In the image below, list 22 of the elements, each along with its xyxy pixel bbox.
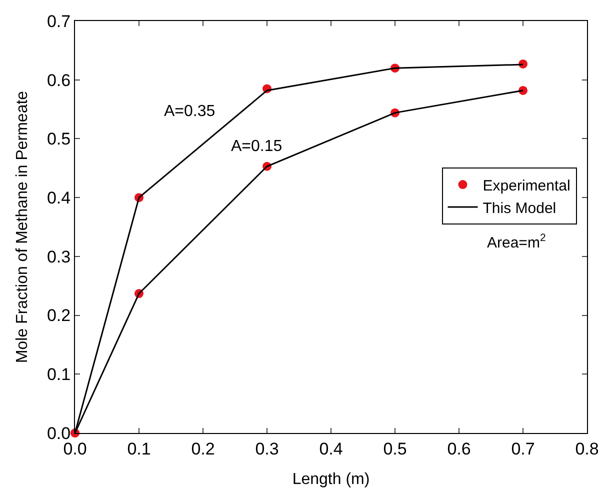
annotation: Area=m$^{2}$ <box>487 232 546 252</box>
y-tick-label: 0.7 <box>46 12 71 31</box>
annotation: A=0.35 <box>164 103 216 120</box>
y-tick-label: 0.5 <box>46 130 71 149</box>
x-tick-label: 0.2 <box>191 439 215 458</box>
x-tick-label: 0.5 <box>383 439 407 458</box>
x-tick-label: 0.1 <box>127 439 151 458</box>
x-tick-label: 0.7 <box>511 439 535 458</box>
x-tick-label: 0.6 <box>447 439 471 458</box>
y-axis-title: Mole Fraction of Methane in Permeate <box>14 90 31 364</box>
annotation: A=0.15 <box>231 138 282 155</box>
x-tick-label: 0.4 <box>319 439 343 458</box>
x-tick-label: 0.3 <box>255 439 279 458</box>
x-axis-title: Length (m) <box>292 471 370 488</box>
y-tick-label: 0.4 <box>46 188 71 208</box>
y-tick-label: 0.2 <box>46 306 71 326</box>
y-tick-label: 0.3 <box>46 247 71 266</box>
legend-label: This Model <box>482 200 556 217</box>
x-tick-label: 0.8 <box>575 439 599 458</box>
y-tick-label: 0.1 <box>46 365 71 384</box>
y-tick-label: 0.6 <box>46 70 71 90</box>
legend-label: Experimental <box>482 177 570 194</box>
